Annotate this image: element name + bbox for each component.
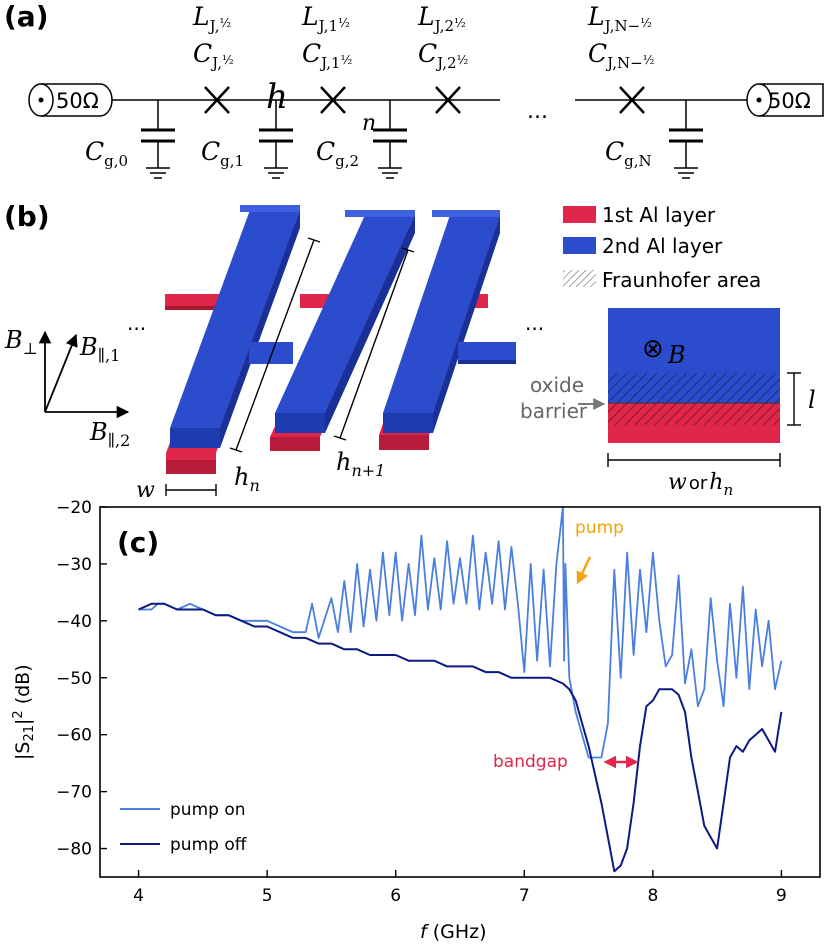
junction-strip-1 [166, 205, 300, 474]
field-axes: B⊥ B∥,1 B∥,2 [4, 326, 130, 450]
junction-strip-2 [270, 210, 415, 451]
oxide-label-line2: barrier [520, 399, 588, 423]
legend-swatch-layer2 [563, 237, 596, 254]
capacitor-g2 [373, 100, 407, 179]
legend-label-layer1: 1st Al layer [602, 203, 716, 227]
panel-label-b: (b) [4, 200, 50, 233]
x-tick-label: 9 [776, 886, 787, 906]
junction-label-0: LJ,½ CJ,½ [192, 2, 234, 72]
x-tick-label: 5 [262, 886, 273, 906]
svg-text:CJ,1½: CJ,1½ [302, 39, 352, 72]
capacitor-g0 [141, 100, 175, 179]
junction-label-N: LJ,N−½ CJ,N−½ [587, 2, 654, 72]
svg-text:LJ,N−½: LJ,N−½ [587, 2, 652, 35]
y-tick-label: −20 [56, 498, 92, 518]
panel-a: (a) 50Ω 50Ω ... LJ,½ CJ,½ [4, 0, 824, 179]
ground-capacitors [141, 100, 703, 179]
hn1-label: hn+1 [336, 448, 385, 480]
svg-text:LJ,2½: LJ,2½ [417, 2, 466, 35]
length-indicators [229, 237, 415, 453]
capacitor-g1 [259, 100, 293, 179]
l-label: l [808, 386, 816, 414]
svg-text:Cg,2: Cg,2 [316, 137, 359, 170]
junction-2 [435, 86, 461, 114]
legend-label-layer2: 2nd Al layer [602, 234, 723, 258]
junction-cross-section: ⊗ B l oxide barrier w orhn [520, 308, 816, 499]
series-line-pump-off [138, 602, 783, 873]
oxide-label-line1: oxide [530, 373, 584, 397]
field-direction-symbol: ⊗ [642, 334, 664, 364]
x-tick-label: 4 [133, 886, 144, 906]
y-axis-label: |S21|2(dB) [11, 664, 37, 760]
junction-strip-3 [379, 210, 500, 450]
svg-text:LJ,½: LJ,½ [192, 2, 231, 35]
junction-label-2: LJ,2½ CJ,2½ [417, 2, 468, 72]
cross-section-width-label: w orhn [668, 470, 733, 499]
x-tick-label: 8 [647, 886, 658, 906]
y-tick-label: −60 [56, 726, 92, 746]
svg-text:CJ,½: CJ,½ [193, 39, 234, 72]
josephson-junctions [204, 86, 645, 114]
panel-label-a: (a) [4, 0, 49, 33]
svg-text:Cg,1: Cg,1 [201, 137, 244, 170]
pump-annotation-arrow [576, 556, 592, 585]
port-right-label: 50Ω [768, 89, 811, 113]
w-indicator: w [136, 478, 217, 503]
b-perp-label: B⊥ [4, 326, 38, 358]
geometry-legend: 1st Al layer 2nd Al layer Fraunhofer are… [563, 203, 761, 292]
y-axis-ticks: −20 −30 −40 −50 −60 −70 −80 [56, 498, 107, 860]
svg-text:w: w [136, 478, 155, 503]
y-tick-label: −50 [56, 669, 92, 689]
node-h-label: h [266, 77, 288, 117]
panel-b: (b) [4, 200, 816, 503]
x-tick-label: 6 [390, 886, 401, 906]
svg-text:Cg,N: Cg,N [605, 137, 652, 170]
pump-annotation-label: pump [575, 518, 624, 538]
capacitor-labels: Cg,0 Cg,1 Cg,2 Cg,N [85, 137, 652, 170]
port-left-label: 50Ω [56, 89, 99, 113]
x-axis-ticks: 4 5 6 7 8 9 [133, 870, 787, 906]
junction-1 [320, 86, 346, 114]
port-right: 50Ω [746, 83, 824, 117]
chart-frame [99, 506, 821, 878]
b-par2-label: B∥,2 [89, 418, 130, 450]
geometry-ellipsis-left: ... [127, 311, 146, 335]
junction-0 [204, 86, 230, 114]
series-line-pump-on [138, 506, 783, 759]
panel-label-c: (c) [117, 526, 159, 559]
y-tick-label: −40 [56, 612, 92, 632]
hn-label: hn [234, 463, 260, 495]
svg-text:LJ,1½: LJ,1½ [301, 2, 350, 35]
y-tick-label: −30 [56, 555, 92, 575]
svg-text:CJ,2½: CJ,2½ [418, 39, 468, 72]
capacitor-gN [669, 100, 703, 179]
junction-label-1: LJ,1½ CJ,1½ [301, 2, 352, 72]
chart-plot-area [138, 506, 783, 873]
bandgap-annotation-label: bandgap [493, 752, 568, 772]
legend-label-pump-on: pump on [170, 800, 246, 820]
y-tick-label: −80 [56, 840, 92, 860]
legend-label-pump-off: pump off [170, 835, 248, 855]
svg-text:CJ,N−½: CJ,N−½ [588, 39, 654, 72]
legend-swatch-fraunhofer [563, 270, 596, 287]
node-n-label: n [362, 111, 376, 136]
x-tick-label: 7 [519, 886, 530, 906]
geometry-ellipsis-right: ... [525, 311, 544, 335]
b-par1-label: B∥,1 [79, 333, 120, 365]
x-axis-label: f (GHz) [420, 921, 487, 943]
circuit-ellipsis: ... [527, 99, 548, 124]
port-left: 50Ω [28, 83, 113, 117]
y-tick-label: −70 [56, 783, 92, 803]
legend-label-fraunhofer: Fraunhofer area [602, 268, 761, 292]
svg-text:Cg,0: Cg,0 [85, 137, 128, 170]
blue-connector-bars [249, 342, 516, 364]
chart-legend: pump on pump off [120, 800, 248, 855]
legend-swatch-layer1 [563, 206, 596, 223]
field-label: B [667, 341, 686, 369]
junction-N [619, 86, 645, 114]
